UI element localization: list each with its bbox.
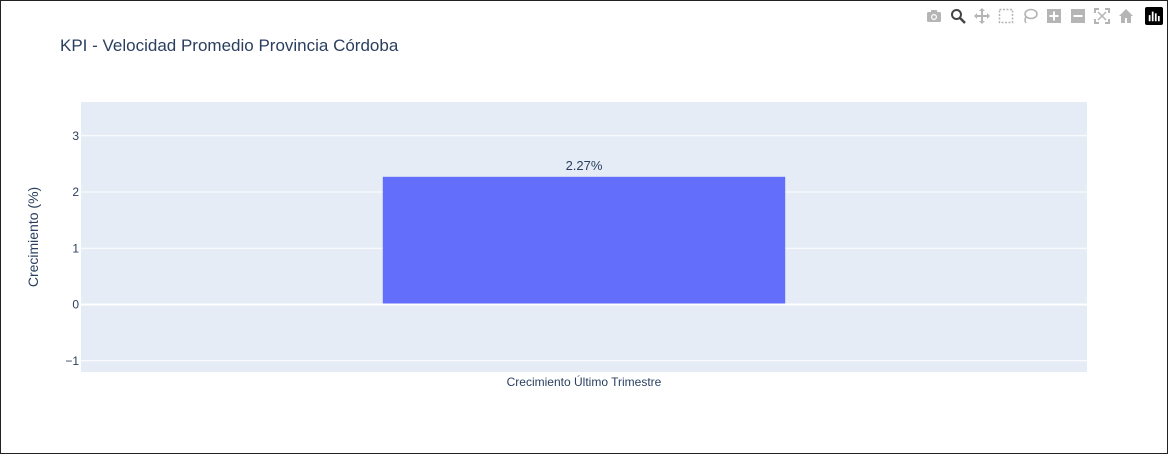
zoom-icon[interactable]	[949, 7, 967, 25]
chart-title: KPI - Velocidad Promedio Provincia Córdo…	[60, 36, 399, 55]
box-select-icon[interactable]	[997, 7, 1015, 25]
y-tick-label: 1	[72, 241, 79, 255]
y-tick-label: 3	[72, 129, 79, 143]
y-axis-label: Crecimiento (%)	[25, 187, 41, 287]
bar	[382, 176, 786, 305]
home-icon[interactable]	[1117, 7, 1135, 25]
plotly-logo-icon[interactable]	[1145, 7, 1163, 25]
bar-value-label: 2.27%	[566, 158, 603, 173]
x-tick-label: Crecimiento Último Trimestre	[507, 374, 662, 389]
modebar	[925, 7, 1163, 25]
camera-icon[interactable]	[925, 7, 943, 25]
y-tick-label: −1	[65, 354, 79, 368]
y-tick-label: 2	[72, 185, 79, 199]
lasso-icon[interactable]	[1021, 7, 1039, 25]
autoscale-icon[interactable]	[1093, 7, 1111, 25]
zoom-in-icon[interactable]	[1045, 7, 1063, 25]
zoom-out-icon[interactable]	[1069, 7, 1087, 25]
pan-icon[interactable]	[973, 7, 991, 25]
y-tick-label: 0	[72, 298, 79, 312]
